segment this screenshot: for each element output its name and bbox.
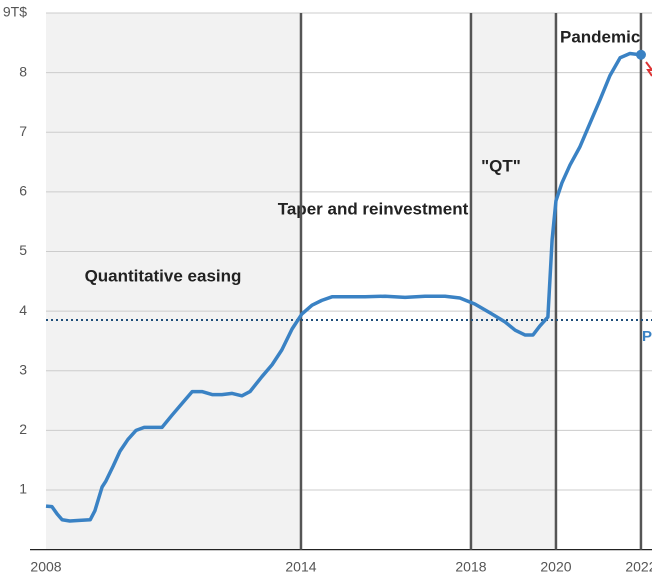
y-tick-label: 5 [19, 242, 27, 258]
x-tick-label: 2022 [625, 559, 652, 575]
y-tick-label: 7 [19, 123, 27, 139]
x-tick-label: 2018 [455, 559, 486, 575]
annotation: Taper and reinvestment [278, 199, 469, 218]
arrow-fragment [645, 61, 652, 77]
background [46, 12, 652, 550]
x-tick-label: 2008 [30, 559, 61, 575]
y-tick-label: 3 [19, 361, 27, 377]
annotation: P [642, 328, 652, 345]
x-tick-label: 2014 [285, 559, 316, 575]
period-shade [46, 13, 301, 550]
annotation: Quantitative easing [85, 266, 242, 285]
y-tick-label: 9T$ [3, 4, 27, 20]
y-tick-label: 6 [19, 183, 27, 199]
annotation: Pandemic [560, 27, 640, 46]
y-tick-label: 1 [19, 481, 27, 497]
x-tick-label: 2020 [540, 559, 571, 575]
period-shade [470, 13, 556, 550]
end-dot [635, 49, 646, 60]
y-tick-label: 8 [19, 63, 27, 79]
y-tick-label: 4 [19, 302, 27, 318]
series-line [45, 51, 642, 523]
annotation: "QT" [481, 156, 521, 175]
y-tick-label: 2 [19, 421, 27, 437]
